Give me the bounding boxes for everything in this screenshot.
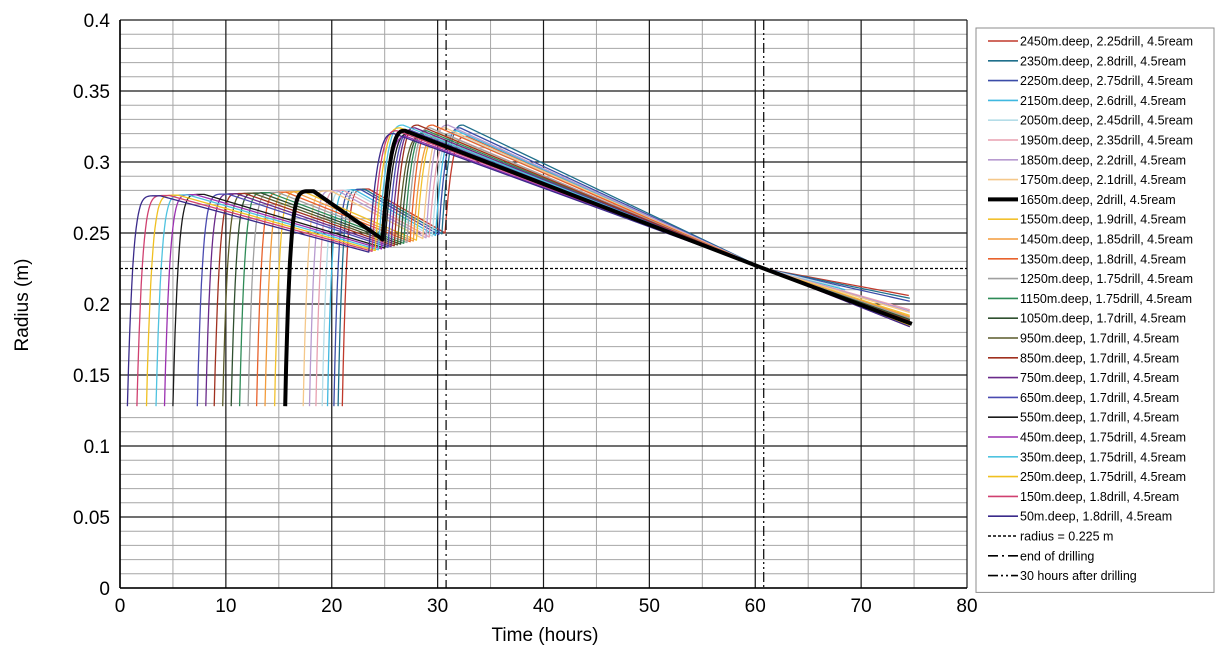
- legend-label: 850m.deep, 1.7drill, 4.5ream: [1020, 351, 1179, 365]
- reference-lines: [120, 20, 967, 588]
- series-line-21: [163, 135, 911, 407]
- legend-label: end of drilling: [1020, 549, 1094, 563]
- series-line-8: [302, 127, 910, 407]
- series-line-11: [264, 135, 911, 407]
- x-axis-label: Time (hours): [492, 625, 599, 646]
- series-line-1: [341, 135, 909, 407]
- tick-labels: 0 10 20 30 40 50 60 70 80 0 0.05 0.1 0.15 0.2 0.25 0.3 0…: [73, 11, 978, 617]
- series-line-13: [247, 127, 911, 407]
- legend-label: 150m.deep, 1.8drill, 4.5ream: [1020, 490, 1179, 504]
- legend-label: 1350m.deep, 1.8drill, 4.5ream: [1020, 252, 1186, 266]
- y-tick-label: 0.25: [73, 224, 110, 245]
- x-tick-label: 10: [215, 596, 236, 617]
- legend-label: 2050m.deep, 2.45drill, 4.5ream: [1020, 114, 1193, 128]
- x-tick-label: 30: [427, 596, 448, 617]
- legend-label: 2150m.deep, 2.6drill, 4.5ream: [1020, 94, 1186, 108]
- series-line-17: [213, 124, 911, 407]
- legend-label: 30 hours after drilling: [1020, 569, 1137, 583]
- x-tick-label: 40: [533, 596, 554, 617]
- y-tick-label: 0.2: [84, 295, 110, 316]
- legend-label: 350m.deep, 1.75drill, 4.5ream: [1020, 450, 1186, 464]
- legend-label: 2450m.deep, 2.25drill, 4.5ream: [1020, 35, 1193, 49]
- legend-label: 750m.deep, 1.7drill, 4.5ream: [1020, 371, 1179, 385]
- series-line-9: [283, 128, 913, 407]
- legend-label: 1950m.deep, 2.35drill, 4.5ream: [1020, 134, 1193, 148]
- x-tick-label: 0: [115, 596, 126, 617]
- x-tick-label: 80: [956, 596, 977, 617]
- series-line-12: [255, 124, 911, 407]
- legend-label: 1450m.deep, 1.85drill, 4.5ream: [1020, 233, 1193, 247]
- legend-label: radius = 0.225 m: [1020, 530, 1113, 544]
- y-tick-label: 0.3: [84, 153, 110, 174]
- legend-label: 1150m.deep, 1.75drill, 4.5ream: [1020, 292, 1192, 306]
- series-line-6: [315, 135, 910, 407]
- y-tick-label: 0: [99, 579, 110, 600]
- legend-label: 2250m.deep, 2.75drill, 4.5ream: [1020, 74, 1193, 88]
- x-tick-label: 50: [639, 596, 660, 617]
- legend-label: 50m.deep, 1.8drill, 4.5ream: [1020, 510, 1172, 524]
- legend-label: 650m.deep, 1.7drill, 4.5ream: [1020, 391, 1179, 405]
- legend-label: 950m.deep, 1.7drill, 4.5ream: [1020, 332, 1179, 346]
- legend-label: 1550m.deep, 1.9drill, 4.5ream: [1020, 213, 1186, 227]
- series-lines: [126, 124, 913, 407]
- series-line-7: [308, 124, 910, 407]
- legend-label: 1250m.deep, 1.75drill, 4.5ream: [1020, 272, 1193, 286]
- legend-label: 550m.deep, 1.7drill, 4.5ream: [1020, 411, 1179, 425]
- series-line-25: [126, 132, 911, 407]
- x-tick-label: 60: [745, 596, 766, 617]
- series-line-22: [155, 124, 911, 407]
- major-gridlines: [119, 19, 968, 589]
- x-tick-label: 70: [851, 596, 872, 617]
- legend-label: 2350m.deep, 2.8drill, 4.5ream: [1020, 54, 1186, 68]
- y-tick-label: 0.4: [84, 11, 111, 32]
- legend-box: [975, 27, 1215, 593]
- legend-label: 250m.deep, 1.75drill, 4.5ream: [1020, 470, 1186, 484]
- legend-label: 1750m.deep, 2.1drill, 4.5ream: [1020, 173, 1186, 187]
- legend: 2450m.deep, 2.25drill, 4.5ream 2350m.deep…: [975, 27, 1215, 593]
- axes: [119, 20, 967, 589]
- series-line-10: [273, 132, 910, 407]
- y-tick-label: 0.05: [73, 508, 110, 529]
- legend-label: 450m.deep, 1.75drill, 4.5ream: [1020, 431, 1186, 445]
- y-tick-label: 0.1: [84, 437, 110, 458]
- y-tick-label: 0.15: [73, 366, 110, 387]
- legend-label: 1050m.deep, 1.7drill, 4.5ream: [1020, 312, 1186, 326]
- x-tick-label: 20: [321, 596, 342, 617]
- y-tick-label: 0.35: [73, 82, 110, 103]
- legend-label: 1650m.deep, 2drill, 4.5ream: [1020, 193, 1176, 207]
- y-axis-label: Radius (m): [12, 259, 33, 352]
- legend-label: 1850m.deep, 2.2drill, 4.5ream: [1020, 153, 1186, 167]
